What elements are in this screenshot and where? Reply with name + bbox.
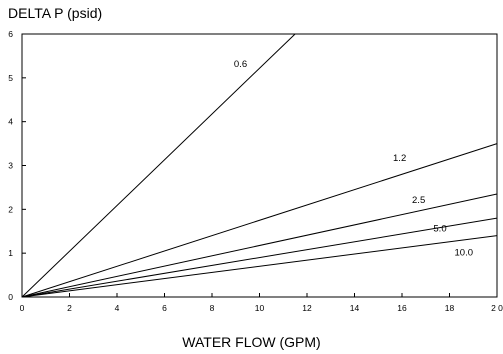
series-label: 10.0 bbox=[455, 247, 474, 258]
series-label: 0.6 bbox=[234, 59, 247, 70]
y-tick-label: 4 bbox=[8, 117, 13, 127]
x-tick-label: 2 0 bbox=[491, 303, 503, 313]
x-tick-label: 4 bbox=[115, 303, 120, 313]
x-tick-label: 10 bbox=[255, 303, 265, 313]
series-line bbox=[21, 143, 498, 298]
x-tick-label: 14 bbox=[350, 303, 360, 313]
series-line bbox=[21, 217, 498, 298]
series-label: 5.0 bbox=[433, 223, 446, 234]
y-tick-label: 3 bbox=[8, 161, 13, 171]
series-label: 1.2 bbox=[393, 153, 406, 164]
y-tick-label: 6 bbox=[8, 29, 13, 39]
series-line bbox=[21, 235, 498, 298]
x-tick-label: 18 bbox=[445, 303, 455, 313]
x-tick-label: 16 bbox=[397, 303, 407, 313]
series-label: 2.5 bbox=[412, 195, 425, 206]
y-tick-label: 2 bbox=[8, 204, 13, 214]
y-tick-label: 5 bbox=[8, 73, 13, 83]
x-tick-label: 6 bbox=[162, 303, 167, 313]
x-axis-title: WATER FLOW (GPM) bbox=[182, 334, 321, 350]
x-tick-label: 0 bbox=[20, 303, 25, 313]
x-tick-label: 12 bbox=[302, 303, 312, 313]
y-tick-label: 1 bbox=[8, 248, 13, 258]
y-tick-label: 0 bbox=[8, 292, 13, 302]
x-tick-label: 2 bbox=[67, 303, 72, 313]
y-axis-title: DELTA P (psid) bbox=[8, 5, 103, 21]
x-tick-label: 8 bbox=[210, 303, 215, 313]
series-line bbox=[21, 33, 296, 298]
series-line bbox=[21, 193, 498, 298]
